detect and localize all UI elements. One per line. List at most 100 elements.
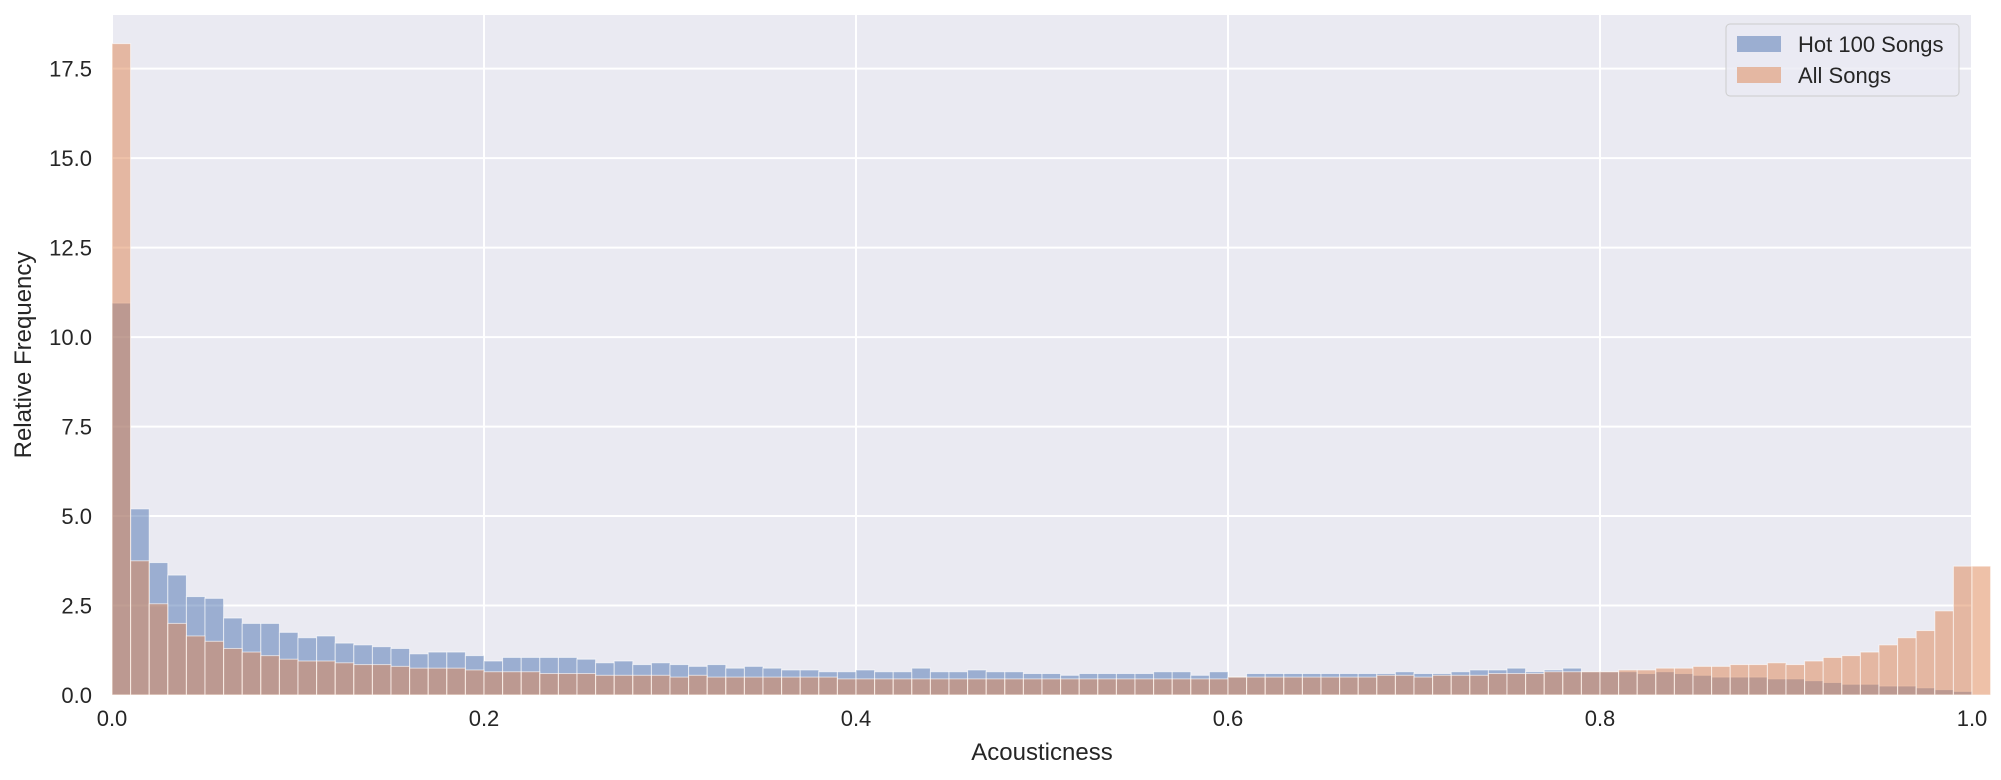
histogram-bar	[1915, 630, 1936, 696]
histogram-bar	[297, 660, 318, 696]
histogram-bar	[818, 676, 838, 696]
histogram-bar	[1729, 664, 1750, 696]
histogram-bar	[1208, 678, 1229, 696]
y-tick-labels: 0.0 2.5 5.0 7.5 10.0 12.5 15.0 17.5	[49, 57, 92, 708]
histogram-bar	[1822, 656, 1843, 696]
histogram-bar	[1376, 674, 1396, 696]
histogram-bar	[316, 660, 336, 696]
histogram-bar	[1934, 610, 1954, 696]
histogram-bar	[595, 674, 615, 696]
histogram-bar	[836, 678, 857, 696]
histogram-bar	[799, 676, 820, 696]
histogram-bar	[743, 676, 764, 696]
histogram-bar	[874, 678, 894, 696]
histogram-bar	[409, 667, 429, 696]
histogram-bar	[1450, 674, 1471, 696]
histogram-bar	[260, 655, 280, 696]
series-all-songs-bars	[111, 43, 1992, 696]
histogram-bar	[557, 673, 578, 696]
histogram-bar	[204, 640, 225, 696]
y-tick-label: 10.0	[49, 325, 92, 350]
histogram-bar	[1878, 644, 1899, 696]
histogram-bar	[1562, 671, 1582, 696]
histogram-bar	[1897, 637, 1917, 696]
histogram-bar	[278, 658, 299, 696]
histogram-bar	[446, 667, 466, 696]
histogram-bar	[1190, 678, 1210, 696]
histogram-bar	[483, 671, 504, 696]
histogram-bar	[371, 664, 392, 696]
histogram-bar	[632, 674, 652, 696]
histogram-bar	[1580, 671, 1601, 696]
histogram-bar	[1357, 676, 1378, 696]
histogram-bar	[130, 560, 150, 696]
x-axis-label: Acousticness	[971, 739, 1112, 766]
legend-label-hot-100: Hot 100 Songs	[1798, 32, 1944, 57]
histogram-bar	[167, 622, 187, 696]
histogram-bar	[985, 678, 1006, 696]
histogram-bar	[1785, 664, 1806, 696]
x-tick-label: 0.6	[1213, 706, 1244, 731]
histogram-bar	[1097, 678, 1117, 696]
histogram-bar	[111, 43, 132, 696]
histogram-bar	[1060, 678, 1080, 696]
histogram-bar	[1766, 662, 1787, 696]
histogram-bar	[1115, 678, 1136, 696]
histogram-bar	[185, 635, 206, 696]
x-tick-label: 1.0	[1957, 706, 1988, 731]
histogram-bar	[1246, 676, 1266, 696]
histogram-bar	[725, 676, 745, 696]
histogram-bar	[1655, 667, 1675, 696]
histogram-bar	[1841, 655, 1861, 696]
histogram-bar	[1394, 674, 1415, 696]
histogram-bar	[427, 667, 448, 696]
legend-swatch-all-songs	[1737, 67, 1781, 83]
histogram-bar	[1301, 676, 1322, 696]
histogram-bar	[464, 669, 485, 696]
histogram-bar	[390, 665, 411, 696]
histogram-bar	[1711, 665, 1731, 696]
histogram-bar	[688, 674, 708, 696]
legend: Hot 100 Songs All Songs	[1725, 23, 1960, 97]
histogram-bar	[1543, 671, 1564, 696]
histogram-bar	[1022, 678, 1043, 696]
y-tick-label: 15.0	[49, 146, 92, 171]
y-tick-label: 2.5	[61, 594, 92, 619]
histogram-bar	[1804, 660, 1824, 696]
histogram-bar	[148, 603, 169, 696]
histogram-bar	[1283, 676, 1303, 696]
x-tick-label: 0.8	[1585, 706, 1616, 731]
histogram-bar	[1692, 665, 1713, 696]
histogram-bar	[241, 651, 262, 696]
histogram-bar	[781, 676, 801, 696]
histogram-bar	[1971, 565, 1992, 696]
histogram-bar	[613, 674, 634, 696]
histogram-bar	[669, 676, 690, 696]
histogram-bar	[1599, 671, 1620, 696]
y-axis-label: Relative Frequency	[10, 252, 37, 459]
histogram-bar	[1432, 674, 1452, 696]
histogram-bar	[223, 647, 243, 696]
histogram-bar	[1525, 673, 1545, 696]
legend-box	[1725, 23, 1960, 97]
plot-background	[112, 15, 1972, 695]
histogram-bar	[334, 662, 355, 696]
histogram-bar	[520, 671, 541, 696]
histogram-bar	[1264, 676, 1285, 696]
histogram-bar	[1748, 664, 1768, 696]
histogram-bar	[762, 676, 783, 696]
histogram-bar	[911, 678, 931, 696]
histogram-bar	[1859, 651, 1880, 696]
histogram-bar	[1153, 678, 1173, 696]
x-tick-label: 0.4	[841, 706, 872, 731]
histogram-bar	[1636, 669, 1657, 696]
histogram-bar	[855, 678, 876, 696]
histogram-bar	[1004, 678, 1024, 696]
x-tick-label: 0.0	[97, 706, 128, 731]
histogram-bar	[1413, 676, 1434, 696]
histogram-bar	[1078, 678, 1099, 696]
y-tick-label: 5.0	[61, 504, 92, 529]
histogram-bar	[1320, 676, 1341, 696]
y-tick-label: 12.5	[49, 236, 92, 261]
